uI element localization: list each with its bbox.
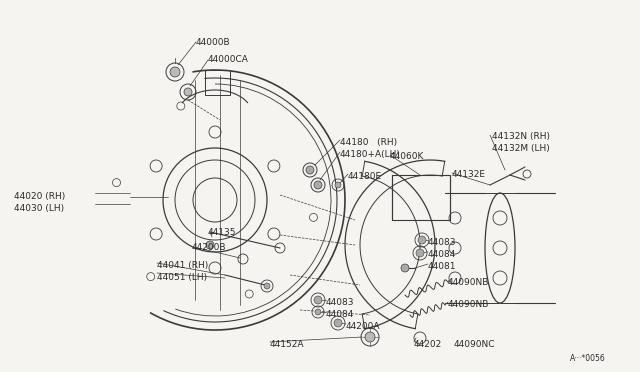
Circle shape xyxy=(184,88,192,96)
Circle shape xyxy=(314,181,322,189)
Text: 44132M (LH): 44132M (LH) xyxy=(492,144,550,153)
Circle shape xyxy=(315,309,321,315)
Text: 44084: 44084 xyxy=(326,310,355,319)
Text: A···*0056: A···*0056 xyxy=(570,354,605,363)
Text: 44000B: 44000B xyxy=(196,38,230,47)
Text: 44132N (RH): 44132N (RH) xyxy=(492,132,550,141)
Circle shape xyxy=(170,67,180,77)
Text: 44020 (RH): 44020 (RH) xyxy=(14,192,65,201)
Text: 44180   (RH): 44180 (RH) xyxy=(340,138,397,147)
Text: 44090NB: 44090NB xyxy=(448,278,490,287)
Text: 44152A: 44152A xyxy=(270,340,305,349)
Circle shape xyxy=(314,296,322,304)
Text: 44090NB: 44090NB xyxy=(448,300,490,309)
Text: 44090NC: 44090NC xyxy=(454,340,495,349)
Text: 44083: 44083 xyxy=(326,298,355,307)
Text: 44202: 44202 xyxy=(414,340,442,349)
Circle shape xyxy=(264,283,270,289)
Circle shape xyxy=(418,236,426,244)
Text: 44200B: 44200B xyxy=(192,243,227,252)
Circle shape xyxy=(416,249,424,257)
Circle shape xyxy=(306,166,314,174)
Circle shape xyxy=(401,264,409,272)
Circle shape xyxy=(206,241,214,249)
Text: 44084: 44084 xyxy=(428,250,456,259)
Text: 44180+A(LH): 44180+A(LH) xyxy=(340,150,401,159)
Text: 44200A: 44200A xyxy=(346,322,381,331)
Circle shape xyxy=(334,319,342,327)
Text: 44081: 44081 xyxy=(428,262,456,271)
Circle shape xyxy=(365,332,375,342)
Text: 44132E: 44132E xyxy=(452,170,486,179)
Text: 44051 (LH): 44051 (LH) xyxy=(157,273,207,282)
Text: 44180E: 44180E xyxy=(348,172,382,181)
Text: 44041 (RH): 44041 (RH) xyxy=(157,261,208,270)
Text: 44060K: 44060K xyxy=(390,152,424,161)
Text: 44083: 44083 xyxy=(428,238,456,247)
Circle shape xyxy=(335,182,341,188)
Text: 44030 (LH): 44030 (LH) xyxy=(14,204,64,213)
Text: 44000CA: 44000CA xyxy=(208,55,249,64)
Text: 44135: 44135 xyxy=(208,228,237,237)
